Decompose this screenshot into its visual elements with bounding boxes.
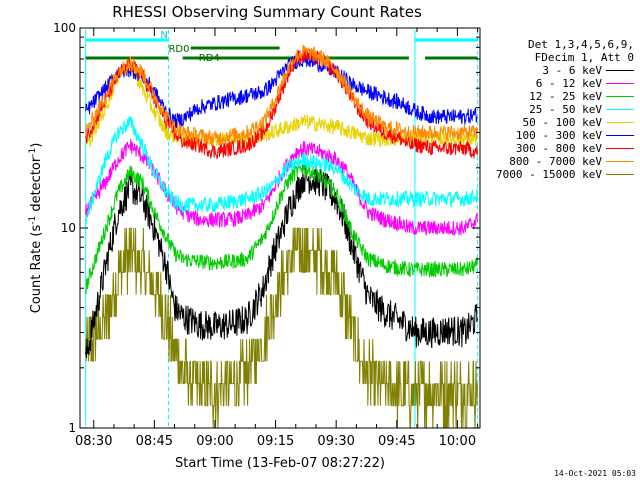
x-tick-label: 09:15 [257, 434, 294, 449]
legend-swatch [606, 83, 634, 84]
legend-label: 25 - 50 keV [529, 103, 602, 116]
legend-entry: 25 - 50 keV [529, 103, 634, 116]
series-25-50-kev [85, 116, 478, 227]
legend-label: 50 - 100 keV [522, 116, 602, 129]
series-line [85, 116, 478, 227]
rd0-label: RD0 [168, 44, 189, 55]
saa-label: N [160, 30, 167, 41]
legend-label: 7000 - 15000 keV [496, 168, 602, 181]
x-axis-label: Start Time (13-Feb-07 08:27:22) [175, 456, 385, 471]
x-tick-label: 09:45 [378, 434, 415, 449]
series-line [85, 163, 478, 359]
series-line [85, 47, 478, 160]
legend-swatch [606, 161, 634, 162]
y-tick-label: 1 [68, 421, 76, 435]
series-line [85, 227, 478, 429]
legend-swatch [606, 70, 634, 71]
series-12-25-kev [85, 162, 478, 295]
legend-label: 3 - 6 keV [542, 64, 602, 77]
axes: 1 10 100 08:30 08:45 09:00 09:15 09:30 09:45 10:0… [53, 21, 480, 449]
legend-swatch [606, 148, 634, 149]
legend-label: 300 - 800 keV [515, 142, 602, 155]
legend-header-line: Det 1,3,4,5,6,9, [528, 38, 634, 51]
y-tick-label: 100 [53, 21, 76, 35]
legend-header-line: FDecim 1, Att 0 [534, 51, 634, 64]
legend-label: 100 - 300 keV [515, 129, 602, 142]
legend-entry: 12 - 25 keV [529, 90, 634, 103]
legend-entry: 6 - 12 keV [536, 77, 634, 90]
legend-entry: 300 - 800 keV [516, 142, 634, 155]
y-axis-label: Count Rate (s-1 detector-1) [28, 143, 44, 314]
chart-title: RHESSI Observing Summary Count Rates [112, 3, 422, 21]
rd4-label: RD4 [199, 53, 220, 64]
legend-swatch [606, 174, 634, 175]
x-tick-label: 09:30 [317, 434, 354, 449]
timestamp: 14-Oct-2021 05:03 [554, 469, 636, 478]
legend-label: 6 - 12 keV [535, 77, 602, 90]
series-line [85, 162, 478, 295]
series-3-6-kev [85, 163, 478, 360]
series-line [85, 44, 478, 146]
legend-swatch [606, 122, 634, 123]
x-tick-label: 08:45 [136, 434, 173, 449]
x-tick-label: 09:00 [196, 434, 233, 449]
legend-entry: 3 - 6 keV [542, 64, 634, 77]
legend-swatch [606, 96, 634, 97]
series-7000-15000-kev [85, 227, 478, 429]
x-tick-label: 08:30 [75, 434, 112, 449]
legend-entry: 50 - 100 keV [523, 116, 634, 129]
x-tick-label: 10:00 [439, 434, 476, 449]
legend-swatch [606, 109, 634, 110]
legend-label: 12 - 25 keV [529, 90, 602, 103]
legend-entry: 800 - 7000 keV [509, 155, 634, 168]
legend-label: 800 - 7000 keV [509, 155, 602, 168]
legend-entry: 100 - 300 keV [516, 129, 634, 142]
series-800-7000-kev [85, 44, 478, 146]
legend-swatch [606, 135, 634, 136]
y-tick-label: 10 [61, 221, 76, 235]
legend-entry: 7000 - 15000 keV [496, 168, 634, 181]
